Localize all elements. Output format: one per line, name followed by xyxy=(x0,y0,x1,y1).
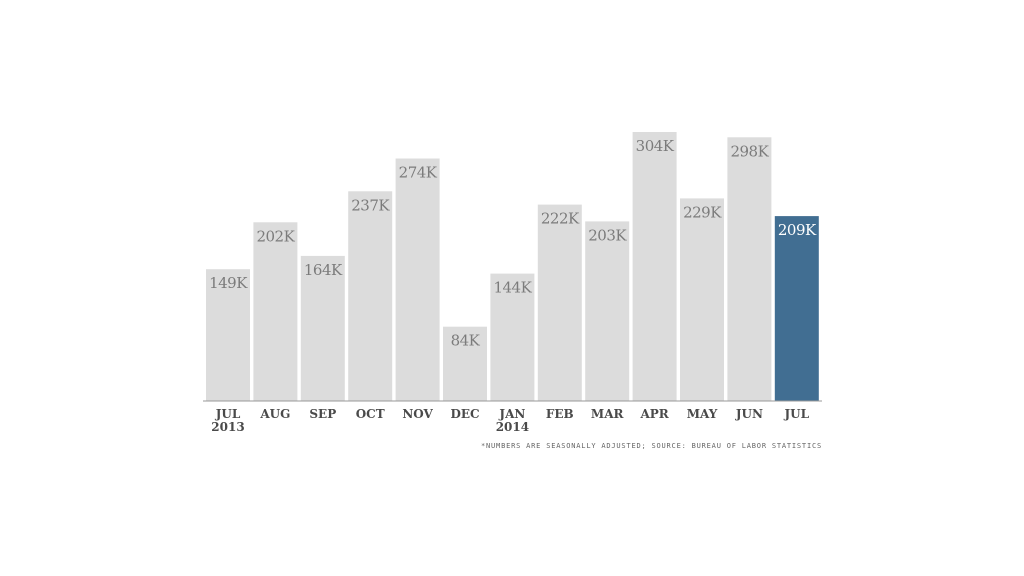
bar-1 xyxy=(253,222,298,401)
x-tick-label-7: FEB xyxy=(546,407,574,421)
bar-6 xyxy=(490,273,535,401)
bar-value-label-11: 298K xyxy=(730,142,769,160)
x-tick-label-12: JUL xyxy=(784,407,810,421)
x-tick-label-2: SEP xyxy=(309,407,336,421)
bar-value-label-5: 84K xyxy=(451,332,481,350)
bar-9 xyxy=(632,132,677,401)
x-tick-label-6: JAN xyxy=(498,407,525,421)
bar-8 xyxy=(585,221,630,401)
x-tick-label-3: OCT xyxy=(356,407,385,421)
bar-4 xyxy=(395,158,440,401)
x-tick-label-9: APR xyxy=(639,407,669,421)
x-tick-label-11: JUN xyxy=(735,407,763,421)
bar-2 xyxy=(300,255,345,401)
bar-3 xyxy=(348,191,393,401)
bar-value-label-6: 144K xyxy=(493,279,532,297)
bar-value-label-12: 209K xyxy=(778,221,817,239)
bar-0 xyxy=(206,269,250,401)
x-tick-label-0: JUL xyxy=(215,407,241,421)
bar-value-label-10: 229K xyxy=(683,203,722,221)
bar-5 xyxy=(443,326,487,401)
bar-12 xyxy=(774,216,819,401)
bar-value-label-0: 149K xyxy=(209,274,248,292)
bars-group: 149K 202K 164K 237K 274K 84K 144K 222K 203K 304K 2… xyxy=(206,132,819,402)
bar-7 xyxy=(537,204,582,401)
bar-value-label-7: 222K xyxy=(541,210,580,228)
x-tick-label-5: DEC xyxy=(450,407,479,421)
bar-11 xyxy=(727,137,772,402)
bar-value-label-9: 304K xyxy=(636,137,675,155)
bar-value-label-4: 274K xyxy=(399,164,438,182)
x-tick-label-8: MAR xyxy=(591,407,625,421)
x-tick-sublabel-6: 2014 xyxy=(496,420,529,434)
source-note: *NUMBERS ARE SEASONALLY ADJUSTED; SOURCE… xyxy=(481,442,822,450)
x-tick-sublabel-0: 2013 xyxy=(211,420,244,434)
x-tick-label-4: NOV xyxy=(402,407,433,421)
bar-value-label-8: 203K xyxy=(588,226,627,244)
bar-10 xyxy=(680,198,724,401)
x-tick-label-10: MAY xyxy=(687,407,718,421)
x-tick-label-1: AUG xyxy=(259,407,290,421)
bar-value-label-3: 237K xyxy=(351,196,390,214)
bar-value-label-2: 164K xyxy=(304,261,343,279)
bar-value-label-1: 202K xyxy=(256,227,295,245)
